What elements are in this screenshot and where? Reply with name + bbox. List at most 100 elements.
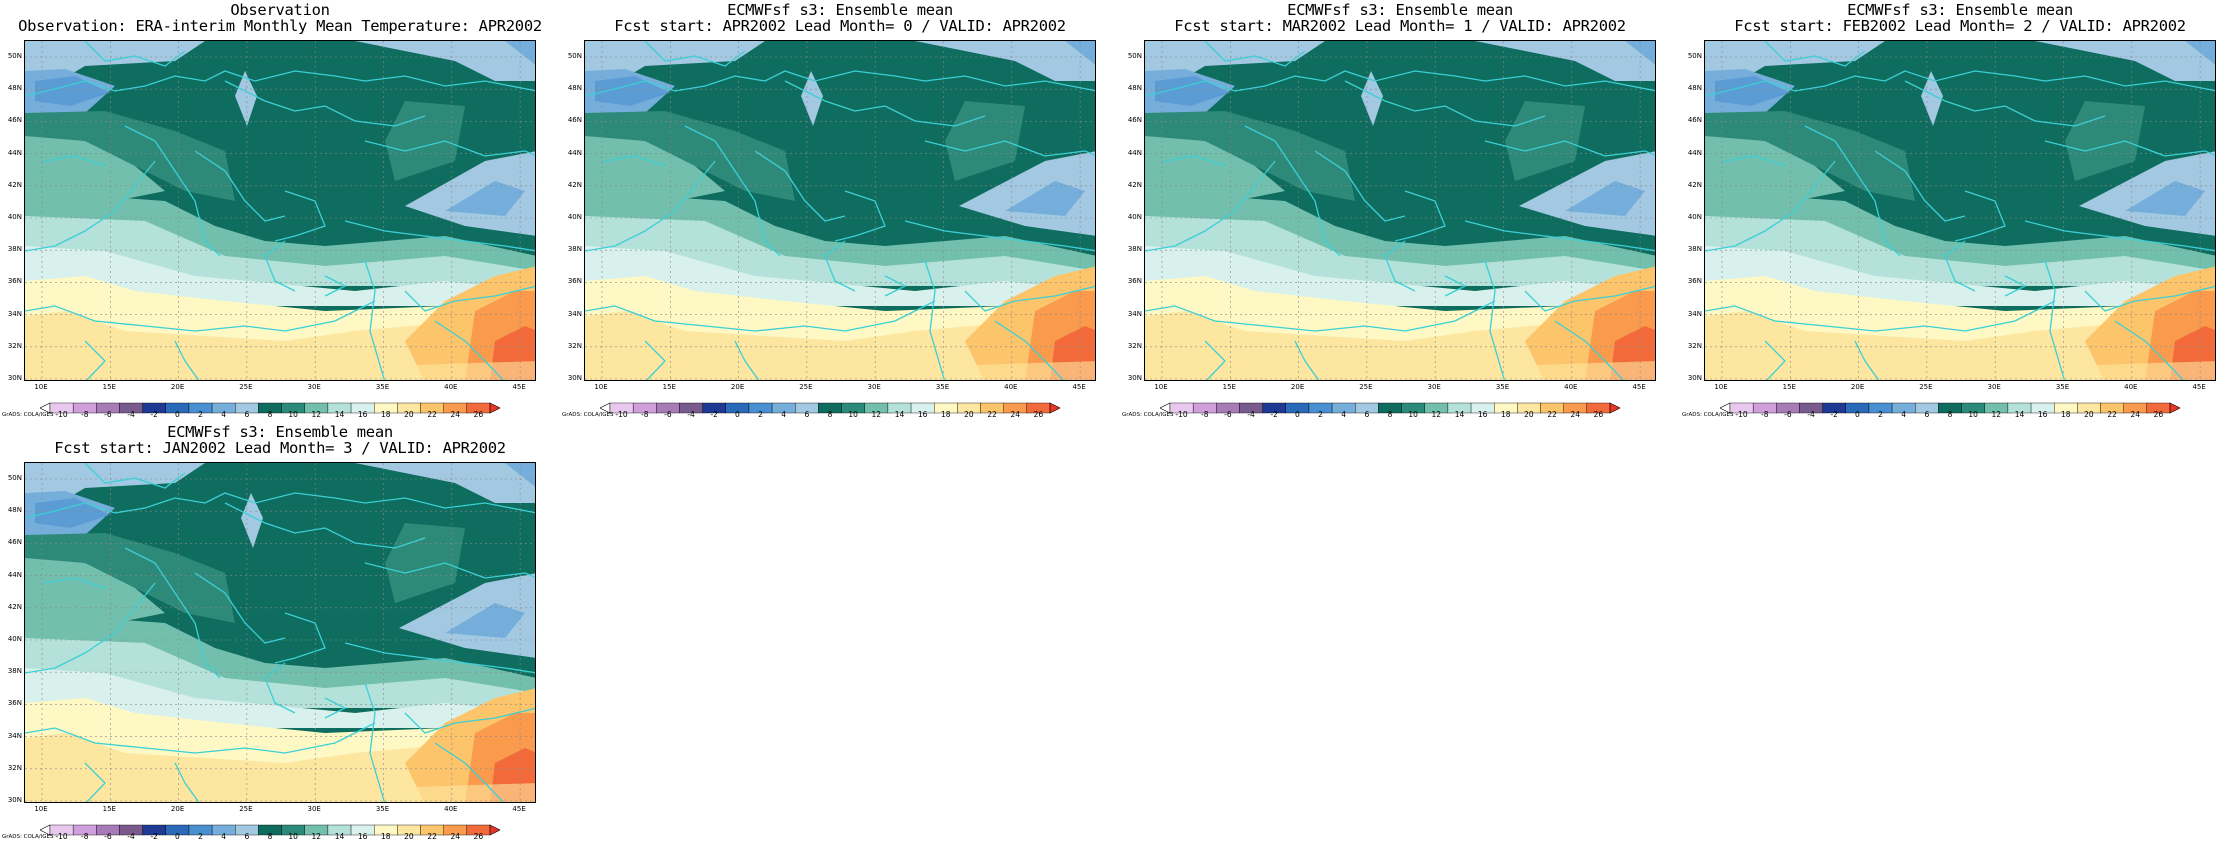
lat-label: 38N <box>1687 245 1702 254</box>
lon-label: 20E <box>730 383 745 391</box>
lon-label: 45E <box>1072 383 1086 391</box>
colorbar-label: 2 <box>758 410 763 419</box>
lat-label: 44N <box>567 148 582 157</box>
colorbar-label: 12 <box>1991 410 2002 419</box>
panel-title: ECMWFsf s3: Ensemble mean <box>1287 1 1513 19</box>
lon-label: 30E <box>1427 383 1441 391</box>
panel-title: ECMWFsf s3: Ensemble mean <box>167 423 393 441</box>
colorbar-label: 10 <box>848 410 858 419</box>
lon-label: 30E <box>1987 383 2001 391</box>
colorbar-label: 18 <box>941 410 951 419</box>
lat-label: 38N <box>567 245 582 254</box>
grads-credit: GrADS: COLA/IGES <box>562 412 614 418</box>
colorbar-label: 24 <box>450 410 461 419</box>
colorbar-label: 6 <box>804 410 810 419</box>
colorbar-label: 18 <box>381 410 391 419</box>
lat-label: 50N <box>567 52 582 60</box>
lon-label: 35E <box>935 383 950 391</box>
map-panel: ECMWFsf s3: Ensemble mean Fcst start: AP… <box>560 0 1120 420</box>
lat-label: 40N <box>7 213 22 221</box>
lon-label: 45E <box>512 805 526 813</box>
colorbar-label: 24 <box>1010 410 1021 419</box>
lon-label: 15E <box>662 383 676 391</box>
colorbar-label: -2 <box>150 410 158 419</box>
colorbar-label: 16 <box>2037 410 2048 419</box>
lon-label: 20E <box>170 805 185 813</box>
lat-label: 32N <box>1687 341 1702 350</box>
colorbar-label: 8 <box>1387 410 1393 419</box>
lon-label: 10E <box>34 805 48 813</box>
colorbar-label: -4 <box>687 410 695 419</box>
lat-label: 40N <box>1687 213 1702 221</box>
colorbar-label: 4 <box>221 410 227 419</box>
colorbar-label: 4 <box>1901 410 1907 419</box>
lat-label: 36N <box>7 699 22 708</box>
lon-label: 10E <box>34 383 48 391</box>
contour-map <box>24 462 536 803</box>
colorbar-label: -6 <box>104 832 112 841</box>
colorbar-label: 12 <box>871 410 882 419</box>
panel-subtitle: Observation: ERA-interim Monthly Mean Te… <box>18 17 542 35</box>
panel-subtitle: Fcst start: APR2002 Lead Month= 0 / VALI… <box>614 17 1066 35</box>
lat-label: 44N <box>7 148 22 157</box>
panel-title: ECMWFsf s3: Ensemble mean <box>1847 1 2073 19</box>
colorbar-label: -10 <box>615 410 628 419</box>
colorbar-label: 10 <box>1408 410 1418 419</box>
panel-subtitle: Fcst start: FEB2002 Lead Month= 2 / VALI… <box>1734 17 2186 35</box>
colorbar-label: 12 <box>1431 410 1442 419</box>
colorbar-label: 26 <box>2153 410 2164 419</box>
colorbar-label: 8 <box>1947 410 1953 419</box>
lat-label: 46N <box>567 116 582 125</box>
colorbar-label: 20 <box>404 832 414 841</box>
lat-label: 38N <box>7 245 22 254</box>
lat-label: 46N <box>7 538 22 547</box>
colorbar-label: -8 <box>1760 410 1769 419</box>
colorbar-label: 20 <box>404 410 414 419</box>
lat-label: 36N <box>567 277 582 286</box>
colorbar-label: 20 <box>964 410 974 419</box>
colorbar-label: -2 <box>150 832 158 841</box>
lat-label: 36N <box>7 277 22 286</box>
lat-label: 48N <box>1127 84 1142 93</box>
grads-credit: GrADS: COLA/IGES <box>2 834 54 840</box>
lat-label: 40N <box>567 213 582 221</box>
colorbar-label: 14 <box>334 832 345 841</box>
colorbar-label: -4 <box>1807 410 1815 419</box>
lat-label: 42N <box>7 180 22 189</box>
colorbar-label: 8 <box>267 410 273 419</box>
map-panel: ECMWFsf s3: Ensemble mean Fcst start: JA… <box>0 422 560 842</box>
colorbar-label: 12 <box>311 832 322 841</box>
lon-label: 20E <box>1850 383 1865 391</box>
lat-label: 34N <box>567 309 582 318</box>
colorbar-label: -4 <box>1247 410 1255 419</box>
colorbar <box>39 821 501 836</box>
colorbar-label: 22 <box>427 832 437 841</box>
colorbar-label: 16 <box>917 410 928 419</box>
lat-label: 34N <box>7 731 22 740</box>
lon-label: 20E <box>170 383 185 391</box>
lon-label: 25E <box>1359 383 1373 391</box>
colorbar-label: 2 <box>1318 410 1323 419</box>
colorbar-label: -10 <box>1175 410 1188 419</box>
colorbar-label: -4 <box>127 410 135 419</box>
lon-label: 40E <box>2124 383 2138 391</box>
colorbar-label: 22 <box>1547 410 1557 419</box>
colorbar-label: -2 <box>1270 410 1278 419</box>
colorbar-label: 6 <box>244 832 250 841</box>
lon-label: 40E <box>444 383 458 391</box>
colorbar-label: 8 <box>827 410 833 419</box>
lon-label: 45E <box>2192 383 2206 391</box>
lat-label: 48N <box>567 84 582 93</box>
colorbar-label: -4 <box>127 832 135 841</box>
colorbar-label: 16 <box>357 410 368 419</box>
lat-label: 30N <box>7 374 22 382</box>
lon-label: 35E <box>2055 383 2070 391</box>
lon-label: 30E <box>307 383 321 391</box>
contour-map <box>1144 40 1656 381</box>
lat-label: 46N <box>7 116 22 125</box>
colorbar-label: 4 <box>221 832 227 841</box>
colorbar-label: -10 <box>55 832 68 841</box>
colorbar-label: 24 <box>450 832 461 841</box>
lat-label: 48N <box>7 84 22 93</box>
lat-label: 42N <box>567 180 582 189</box>
